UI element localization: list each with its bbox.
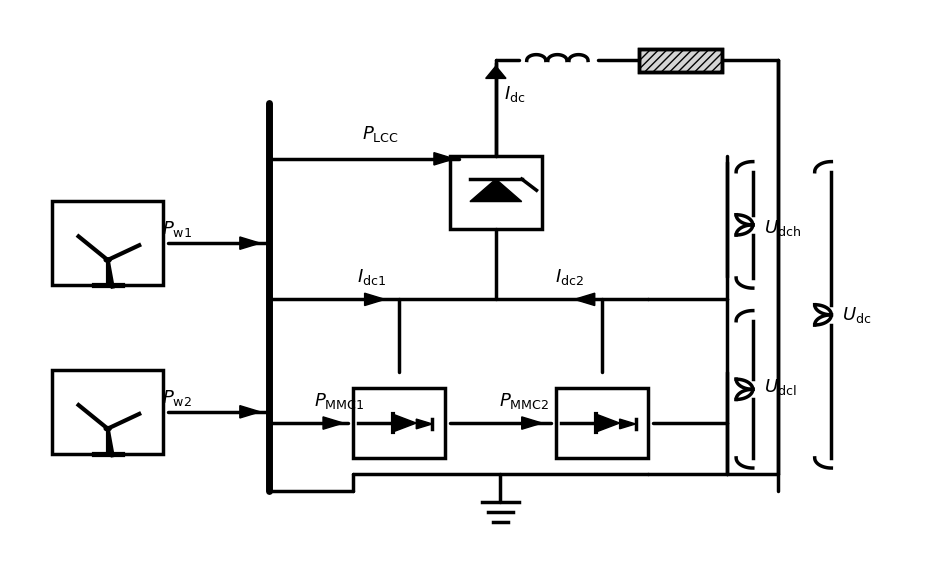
Polygon shape [416, 419, 432, 429]
Circle shape [104, 427, 111, 431]
Polygon shape [575, 293, 595, 306]
Polygon shape [596, 414, 619, 432]
Text: $P_{\mathrm{w2}}$: $P_{\mathrm{w2}}$ [162, 388, 192, 408]
Polygon shape [240, 237, 260, 249]
Text: $U_{\mathrm{dc}}$: $U_{\mathrm{dc}}$ [843, 305, 871, 325]
Polygon shape [486, 66, 506, 79]
Bar [353, 388, 445, 458]
Text: $P_{\mathrm{LCC}}$: $P_{\mathrm{LCC}}$ [362, 124, 399, 144]
Polygon shape [393, 414, 416, 432]
Text: $P_{\mathrm{MMC1}}$: $P_{\mathrm{MMC1}}$ [313, 390, 364, 411]
Bar [639, 49, 722, 72]
Text: $U_{\mathrm{dcl}}$: $U_{\mathrm{dcl}}$ [764, 376, 796, 397]
Text: $U_{\mathrm{dch}}$: $U_{\mathrm{dch}}$ [764, 218, 801, 238]
Bar [450, 156, 542, 229]
Text: $I_{\mathrm{dc}}$: $I_{\mathrm{dc}}$ [503, 84, 525, 104]
Polygon shape [323, 417, 343, 429]
Circle shape [104, 258, 111, 262]
Polygon shape [619, 419, 636, 429]
Text: $I_{\mathrm{dc1}}$: $I_{\mathrm{dc1}}$ [357, 267, 386, 287]
Polygon shape [522, 417, 542, 429]
Bar [52, 370, 163, 454]
Polygon shape [364, 293, 385, 306]
Bar [52, 201, 163, 285]
Text: $P_{\mathrm{w1}}$: $P_{\mathrm{w1}}$ [162, 219, 192, 239]
Bar [556, 388, 648, 458]
Bar [639, 49, 722, 72]
Polygon shape [434, 153, 454, 165]
Polygon shape [240, 406, 260, 418]
Text: $P_{\mathrm{MMC2}}$: $P_{\mathrm{MMC2}}$ [499, 390, 549, 411]
Text: $I_{\mathrm{dc2}}$: $I_{\mathrm{dc2}}$ [555, 267, 584, 287]
Polygon shape [470, 179, 522, 202]
